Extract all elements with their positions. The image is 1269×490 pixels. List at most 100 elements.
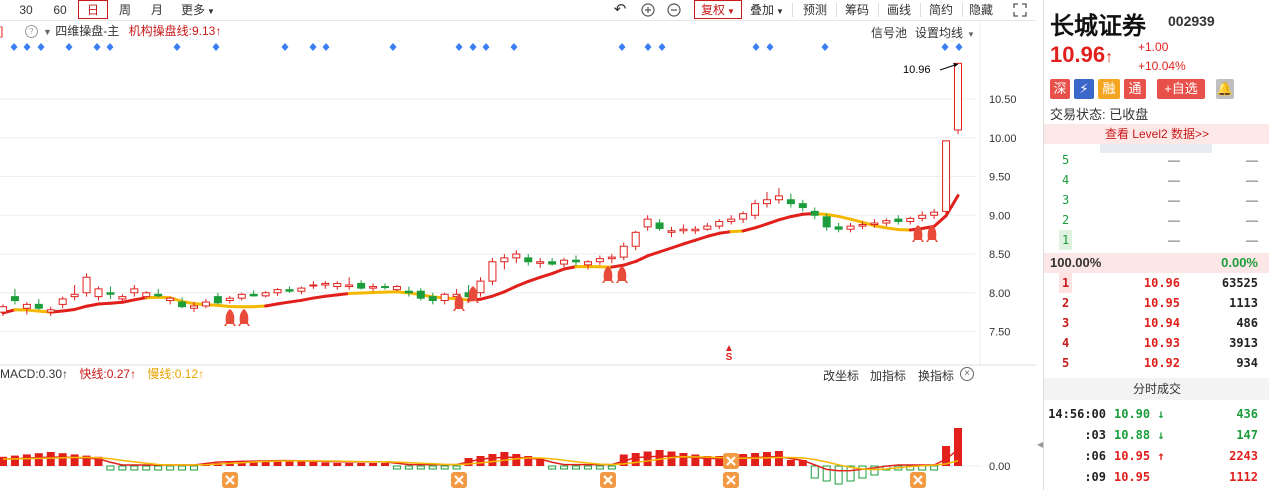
candle-body <box>715 220 724 227</box>
close-icon[interactable]: × <box>960 367 974 381</box>
signal-diamond <box>322 43 330 51</box>
help-icon[interactable]: ? <box>24 25 38 39</box>
period-60[interactable]: 60 <box>53 3 67 17</box>
signal-diamond <box>389 43 397 51</box>
adjust-button[interactable]: 复权 ▼ <box>694 0 742 19</box>
ratio-left: 100.00% <box>1050 255 1102 270</box>
panel-collapse-handle[interactable]: ◀ <box>1037 440 1044 449</box>
candle-body <box>309 284 318 287</box>
macd-bar <box>130 465 139 471</box>
bid-price: 10.96 <box>1143 276 1180 290</box>
macd-panel <box>0 428 962 488</box>
period-more-label: 更多 <box>181 3 206 17</box>
bell-icon[interactable]: 🔔 <box>1216 79 1234 99</box>
bid-volume: 63525 <box>1221 276 1258 290</box>
candle-body <box>822 216 831 228</box>
overlay-label: 叠加 <box>750 3 775 17</box>
overlay-button[interactable]: 叠加 ▼ <box>746 0 788 20</box>
cross-marker-bg <box>600 472 616 488</box>
ma-segment <box>681 238 697 246</box>
switch-indicator-button[interactable]: 换指标 <box>918 369 955 383</box>
fullscreen-icon[interactable] <box>1010 0 1030 20</box>
kline-chart[interactable]: 10.50 10.00 9.50 9.00 8.50 8.00 7.50 0.00 <box>0 0 1036 490</box>
lightning-icon[interactable]: ⚡ <box>1074 79 1094 99</box>
chevron-down-icon[interactable]: ▼ <box>43 27 52 37</box>
ask-level: 2 <box>1062 213 1070 227</box>
period-day[interactable]: 日 <box>78 0 108 19</box>
macd-bar <box>0 456 7 466</box>
macd-bar <box>786 460 795 466</box>
ma-segment <box>765 218 781 226</box>
candle-body <box>739 213 748 220</box>
price-label: 10.96 <box>903 64 931 76</box>
macd-bar <box>94 456 103 466</box>
arrow-down-icon: ↓ <box>1157 428 1165 442</box>
candle-body <box>273 289 282 294</box>
simple-button[interactable]: 简约 <box>928 3 953 17</box>
macd-legend: MACD:0.30↑ 快线:0.27↑ 慢线:0.12↑ <box>0 366 204 382</box>
signal-diamond <box>212 43 220 51</box>
set-ma-button[interactable]: 设置均线 ▼ <box>915 24 975 41</box>
sell-marker: ▲ S <box>724 343 734 363</box>
indicator-name[interactable]: 四维操盘-主 <box>55 24 120 38</box>
undo-icon[interactable]: ↶ <box>613 1 627 18</box>
candle-body <box>82 276 91 294</box>
ma-segment <box>419 293 435 299</box>
candle-body <box>536 261 545 264</box>
candle-body <box>225 297 234 301</box>
ma-segment <box>538 272 554 279</box>
ma-segment <box>920 224 936 231</box>
macd-bar <box>22 454 31 466</box>
period-week[interactable]: 周 <box>118 3 131 17</box>
zoom-in-icon[interactable] <box>638 0 658 20</box>
macd-slow-value: 慢线:0.12 <box>147 367 199 381</box>
bid-row: 3 10.94 486 <box>1050 313 1258 333</box>
candle-body <box>142 292 151 298</box>
level2-link[interactable]: 查看 Level2 数据>> <box>1044 124 1269 144</box>
arrow-up-icon: ↑ <box>1105 49 1114 66</box>
rocket-icon <box>467 286 479 303</box>
ask-volume: — <box>1246 233 1258 247</box>
ma-segment <box>216 303 232 309</box>
candle-body <box>237 293 246 299</box>
rocket-icon <box>224 309 236 326</box>
chips-button[interactable]: 筹码 <box>844 3 869 17</box>
macd-bar <box>416 465 425 470</box>
macd-bar <box>297 461 306 466</box>
set-ma-label: 设置均线 <box>915 26 964 40</box>
change-coord-button[interactable]: 改坐标 <box>823 369 860 383</box>
candle-body <box>357 282 366 289</box>
macd-fast-value: 快线:0.27 <box>79 367 131 381</box>
cross-marker-icon <box>723 453 739 469</box>
macd-bar <box>154 465 163 471</box>
rocket-icon <box>602 266 614 283</box>
bid-price: 10.92 <box>1143 356 1180 370</box>
divider <box>836 3 837 17</box>
period-more[interactable]: 更多 ▼ <box>176 0 220 20</box>
candle-body <box>297 287 306 292</box>
macd-bar <box>345 463 354 466</box>
macd-bar <box>273 460 282 466</box>
macd-bar <box>166 465 175 471</box>
forecast-button[interactable]: 预测 <box>802 3 827 17</box>
signal-pool-button[interactable]: 信号池 <box>871 26 908 40</box>
trade-price: 10.88 ↓ <box>1114 425 1165 445</box>
add-indicator-button[interactable]: 加指标 <box>870 369 907 383</box>
cross-marker-x <box>603 475 613 485</box>
macd-bar <box>822 465 831 482</box>
ma-segment <box>622 259 638 267</box>
zoom-out-icon[interactable] <box>664 0 684 20</box>
hide-button[interactable]: 隐藏 <box>968 3 993 17</box>
period-30[interactable]: 30 <box>19 3 33 17</box>
candle-body <box>201 301 210 307</box>
ma-segment <box>813 212 829 216</box>
trade-price-value: 10.95 <box>1114 470 1151 484</box>
stock-price: 10.96↑ <box>1050 42 1113 68</box>
period-month[interactable]: 月 <box>150 3 163 17</box>
bid-row: 2 10.95 1113 <box>1050 293 1258 313</box>
bid-price: 10.93 <box>1143 336 1180 350</box>
draw-line-button[interactable]: 画线 <box>886 3 911 17</box>
add-watchlist-button[interactable]: +自选 <box>1157 79 1205 99</box>
arrow-up-icon: ↑ <box>215 24 222 38</box>
ratio-right: 0.00% <box>1221 255 1258 270</box>
